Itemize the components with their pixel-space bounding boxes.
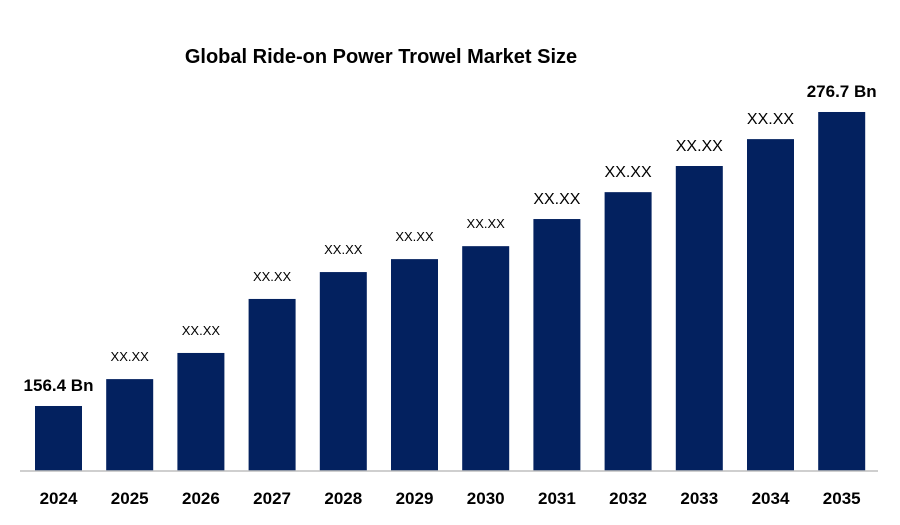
data-label: XX.XX [324, 242, 363, 257]
data-label: XX.XX [182, 323, 221, 338]
x-tick-label: 2029 [396, 489, 434, 508]
data-label: XX.XX [747, 111, 794, 128]
x-tick-label: 2026 [182, 489, 220, 508]
x-tick-label: 2031 [538, 489, 576, 508]
x-tick-label: 2030 [467, 489, 505, 508]
chart-title: Global Ride-on Power Trowel Market Size [185, 46, 577, 68]
x-tick-label: 2024 [40, 489, 78, 508]
bar-2031 [533, 219, 581, 471]
bar-2024 [35, 405, 82, 471]
data-label: 156.4 Bn [24, 376, 94, 395]
data-label: XX.XX [676, 138, 723, 155]
data-label: XX.XX [395, 229, 434, 244]
x-tick-label: 2027 [253, 489, 291, 508]
data-label: XX.XX [533, 191, 580, 208]
data-label: XX.XX [467, 216, 506, 231]
bar-2033 [675, 166, 723, 471]
bar-2028 [319, 272, 367, 471]
bar-2029 [391, 259, 438, 471]
data-label: 276.7 Bn [807, 82, 877, 101]
x-tick-label: 2025 [111, 489, 149, 508]
bar-2026 [177, 352, 225, 471]
bar-2032 [604, 192, 652, 472]
bar-2027 [248, 298, 296, 471]
x-tick-label: 2032 [609, 489, 647, 508]
bar-2035 [818, 111, 866, 471]
x-tick-label: 2035 [823, 489, 861, 508]
x-tick-label: 2034 [752, 489, 790, 508]
bar-2025 [106, 379, 154, 471]
x-tick-label: 2028 [324, 489, 362, 508]
data-label: XX.XX [605, 164, 652, 181]
data-label: XX.XX [253, 269, 292, 284]
x-tick-label: 2033 [680, 489, 718, 508]
bar-2034 [747, 139, 794, 472]
data-label: XX.XX [111, 349, 150, 364]
bar-2030 [462, 246, 510, 471]
